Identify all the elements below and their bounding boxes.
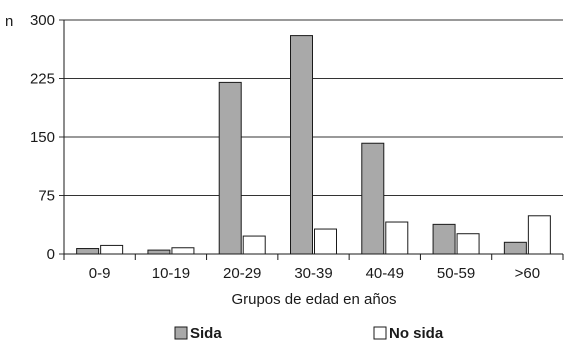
bar-no-sida <box>100 244 124 255</box>
bar-sida <box>147 249 171 255</box>
bar-sida <box>218 81 242 255</box>
axes <box>63 20 563 255</box>
legend-swatch <box>373 326 387 340</box>
y-tick-label: 75 <box>38 188 55 205</box>
legend: Sida No sida <box>174 325 444 342</box>
bar-no-sida <box>527 215 551 255</box>
gridlines <box>64 19 563 196</box>
bar-sida <box>432 223 456 255</box>
bar-sida <box>361 142 385 255</box>
x-tick-label: 20-29 <box>223 265 261 282</box>
bar-sida <box>76 248 100 255</box>
bar-no-sida <box>456 233 480 255</box>
y-tick-label: 0 <box>47 246 55 263</box>
bar-sida <box>503 241 527 255</box>
y-axis-ticks: 0 75 150 225 300 <box>30 12 64 263</box>
legend-label: No sida <box>389 325 444 342</box>
x-tick-label: 50-59 <box>437 265 475 282</box>
bar-no-sida <box>242 235 266 255</box>
bar-no-sida <box>385 221 409 255</box>
bars <box>76 35 551 255</box>
legend-swatch <box>174 326 188 340</box>
bar-no-sida <box>171 247 195 255</box>
x-tick-label: 10-19 <box>152 265 190 282</box>
x-axis-ticks: 0-9 10-19 20-29 30-39 40-49 50-59 >60 <box>63 254 564 282</box>
x-axis-title: Grupos de edad en años <box>231 291 396 308</box>
x-tick-label: >60 <box>515 265 540 282</box>
y-tick-label: 300 <box>30 12 55 29</box>
y-axis-prefix: n <box>5 13 13 30</box>
x-tick-label: 0-9 <box>89 265 111 282</box>
bar-sida <box>290 35 313 255</box>
y-tick-label: 225 <box>30 71 55 88</box>
y-tick-label: 150 <box>30 129 55 146</box>
bar-no-sida <box>314 228 337 255</box>
x-tick-label: 30-39 <box>294 265 332 282</box>
x-tick-label: 40-49 <box>366 265 404 282</box>
legend-label: Sida <box>190 325 222 342</box>
